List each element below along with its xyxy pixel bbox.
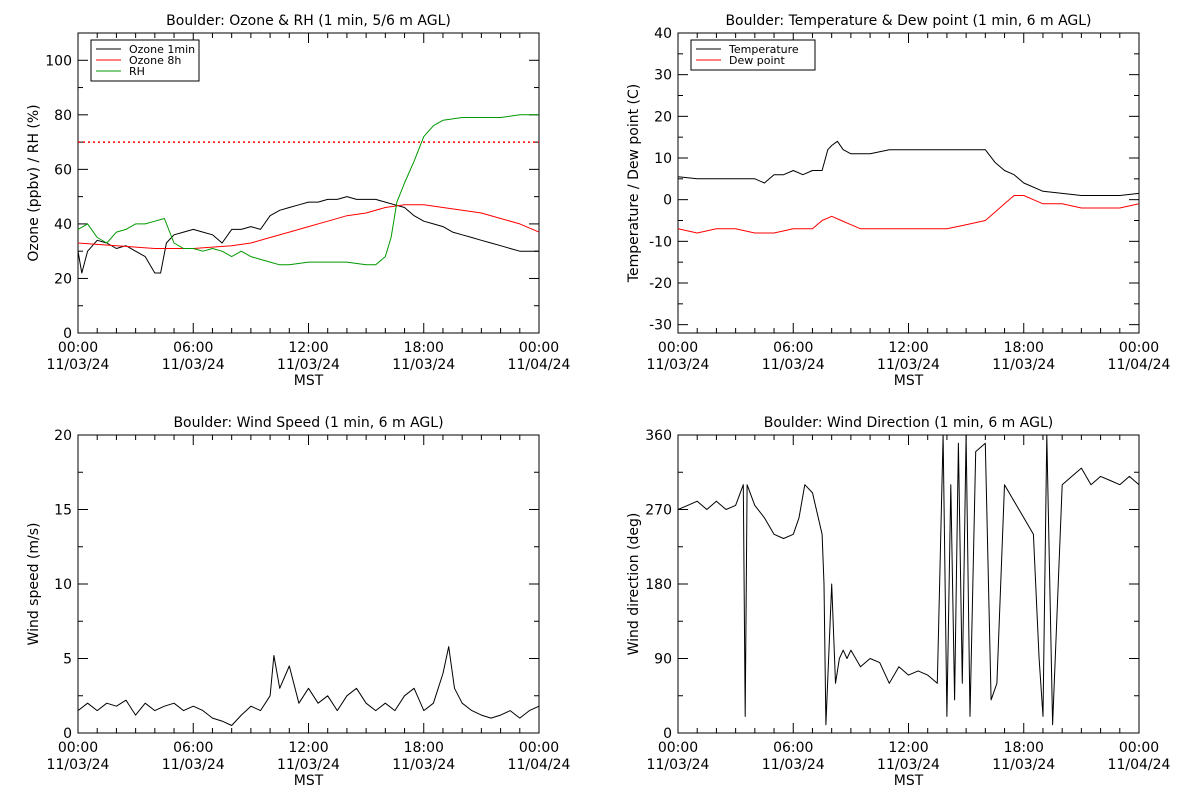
x-tick-label-time: 18:00 bbox=[1004, 740, 1044, 756]
x-tick-label-time: 06:00 bbox=[173, 740, 213, 756]
x-tick-label-date: 11/03/24 bbox=[47, 357, 110, 373]
y-tick-label: 80 bbox=[54, 108, 72, 124]
y-tick-label: 90 bbox=[654, 652, 672, 668]
x-tick-label-date: 11/03/24 bbox=[762, 757, 825, 773]
x-axis-label: MST bbox=[294, 773, 324, 789]
x-tick-label-time: 00:00 bbox=[1119, 340, 1159, 356]
x-tick-label-time: 00:00 bbox=[1119, 740, 1159, 756]
x-tick-label-time: 12:00 bbox=[888, 740, 928, 756]
x-tick-label-date: 11/03/24 bbox=[162, 757, 225, 773]
x-tick-label-time: 00:00 bbox=[58, 740, 98, 756]
x-tick-label-time: 00:00 bbox=[58, 340, 98, 356]
x-tick-label-date: 11/04/24 bbox=[1108, 357, 1171, 373]
x-tick-label-date: 11/03/24 bbox=[877, 757, 940, 773]
panel-temperature-dewpoint: Boulder: Temperature & Dew point (1 min,… bbox=[626, 13, 1171, 389]
x-tick-label-time: 00:00 bbox=[658, 340, 698, 356]
x-tick-label-date: 11/03/24 bbox=[992, 757, 1055, 773]
x-tick-label-time: 00:00 bbox=[658, 740, 698, 756]
y-tick-label: -10 bbox=[649, 234, 672, 250]
x-tick-label-date: 11/04/24 bbox=[508, 757, 571, 773]
y-tick-label: 40 bbox=[54, 217, 72, 233]
x-axis-label: MST bbox=[294, 373, 324, 389]
x-tick-label-date: 11/03/24 bbox=[647, 357, 710, 373]
plot-frame bbox=[677, 32, 1140, 334]
x-tick-label-time: 06:00 bbox=[773, 740, 813, 756]
y-tick-label: 20 bbox=[654, 109, 672, 125]
x-tick-label-time: 00:00 bbox=[519, 340, 559, 356]
x-tick-label-time: 12:00 bbox=[888, 340, 928, 356]
y-tick-label: 0 bbox=[63, 326, 72, 342]
x-tick-label-date: 11/03/24 bbox=[47, 757, 110, 773]
x-tick-label-time: 12:00 bbox=[288, 340, 328, 356]
x-tick-label-date: 11/03/24 bbox=[762, 357, 825, 373]
y-tick-label: -20 bbox=[649, 276, 672, 292]
x-tick-label-date: 11/03/24 bbox=[277, 757, 340, 773]
legend-label: RH bbox=[129, 65, 145, 78]
series-line bbox=[677, 140, 1140, 196]
x-tick-label-date: 11/03/24 bbox=[992, 357, 1055, 373]
panel-ozone-rh: Boulder: Ozone & RH (1 min, 5/6 m AGL) 0 2… bbox=[26, 13, 571, 389]
y-tick-label: 100 bbox=[45, 53, 72, 69]
legend-label: Temperature bbox=[728, 43, 799, 56]
legend-label: Ozone 1min bbox=[129, 43, 195, 56]
y-tick-label: 20 bbox=[54, 271, 72, 287]
series-line bbox=[77, 646, 540, 726]
x-tick-label-date: 11/03/24 bbox=[647, 757, 710, 773]
x-axis-label: MST bbox=[894, 373, 924, 389]
x-tick-label-time: 06:00 bbox=[773, 340, 813, 356]
legend-box bbox=[690, 39, 816, 71]
x-tick-label-time: 18:00 bbox=[404, 740, 444, 756]
chart-title: Boulder: Ozone & RH (1 min, 5/6 m AGL) bbox=[166, 13, 451, 29]
x-tick-label-date: 11/03/24 bbox=[277, 357, 340, 373]
y-tick-label: -30 bbox=[649, 318, 672, 334]
series-line bbox=[677, 434, 1140, 726]
y-tick-label: 5 bbox=[63, 652, 72, 668]
y-tick-label: 0 bbox=[663, 193, 672, 209]
legend-label: Ozone 8h bbox=[129, 54, 181, 67]
x-tick-label-date: 11/03/24 bbox=[877, 357, 940, 373]
y-tick-label: 30 bbox=[654, 68, 672, 84]
x-tick-label-time: 18:00 bbox=[1004, 340, 1044, 356]
y-tick-label: 0 bbox=[663, 726, 672, 742]
y-tick-label: 40 bbox=[654, 26, 672, 42]
y-axis-label: Temperature / Dew point (C) bbox=[626, 84, 642, 283]
y-axis-label: Ozone (ppbv) / RH (%) bbox=[26, 104, 42, 261]
y-tick-label: 0 bbox=[63, 726, 72, 742]
series-line bbox=[77, 204, 540, 249]
x-tick-label-time: 00:00 bbox=[519, 740, 559, 756]
x-tick-label-date: 11/04/24 bbox=[508, 357, 571, 373]
plot-frame bbox=[677, 434, 1140, 734]
y-tick-label: 15 bbox=[54, 503, 72, 519]
y-tick-label: 10 bbox=[54, 577, 72, 593]
series-line bbox=[77, 196, 539, 274]
y-axis-label: Wind direction (deg) bbox=[626, 513, 642, 656]
x-tick-label-date: 11/03/24 bbox=[162, 357, 225, 373]
y-tick-label: 270 bbox=[645, 503, 672, 519]
y-tick-label: 20 bbox=[54, 428, 72, 444]
y-tick-label: 60 bbox=[54, 162, 72, 178]
x-tick-label-time: 12:00 bbox=[288, 740, 328, 756]
x-tick-label-date: 11/04/24 bbox=[1108, 757, 1171, 773]
y-tick-label: 10 bbox=[654, 151, 672, 167]
chart-title: Boulder: Wind Direction (1 min, 6 m AGL) bbox=[764, 415, 1053, 431]
x-tick-label-time: 06:00 bbox=[173, 340, 213, 356]
x-tick-label-date: 11/03/24 bbox=[392, 357, 455, 373]
y-tick-label: 360 bbox=[645, 428, 672, 444]
series-line bbox=[77, 114, 539, 266]
x-tick-label-date: 11/03/24 bbox=[392, 757, 455, 773]
x-tick-label-time: 18:00 bbox=[404, 340, 444, 356]
x-axis-label: MST bbox=[894, 773, 924, 789]
y-tick-label: 180 bbox=[645, 577, 672, 593]
series-line bbox=[677, 195, 1140, 234]
panel-wind-speed: Boulder: Wind Speed (1 min, 6 m AGL) 0 5 10… bbox=[26, 415, 571, 789]
y-axis-label: Wind speed (m/s) bbox=[26, 523, 42, 646]
panel-wind-direction: Boulder: Wind Direction (1 min, 6 m AGL)… bbox=[626, 415, 1171, 789]
chart-title: Boulder: Wind Speed (1 min, 6 m AGL) bbox=[173, 415, 443, 431]
chart-title: Boulder: Temperature & Dew point (1 min,… bbox=[725, 13, 1091, 29]
legend-label: Dew point bbox=[729, 54, 785, 67]
